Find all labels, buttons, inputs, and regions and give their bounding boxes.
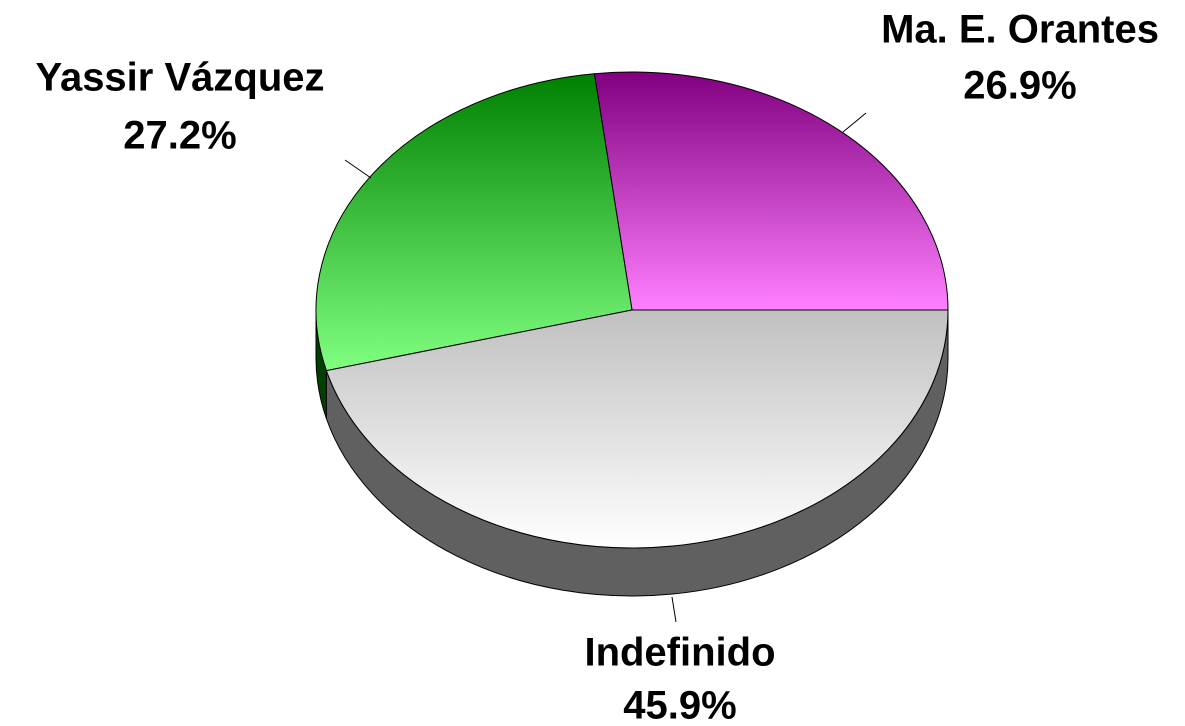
slice-value-label: 26.9% xyxy=(963,64,1076,108)
leader-line xyxy=(671,596,677,623)
slice-value-label: 45.9% xyxy=(623,684,736,726)
slice xyxy=(593,71,949,311)
leader-line xyxy=(842,112,867,133)
slice-value-label: 27.2% xyxy=(123,114,236,158)
slice-label: Indefinido xyxy=(584,631,775,675)
slice xyxy=(325,309,949,549)
slice xyxy=(315,73,633,372)
slice-label: Yassir Vázquez xyxy=(35,56,324,100)
leader-line xyxy=(344,159,372,179)
pie xyxy=(315,71,949,597)
slice-label: Ma. E. Orantes xyxy=(881,8,1159,52)
